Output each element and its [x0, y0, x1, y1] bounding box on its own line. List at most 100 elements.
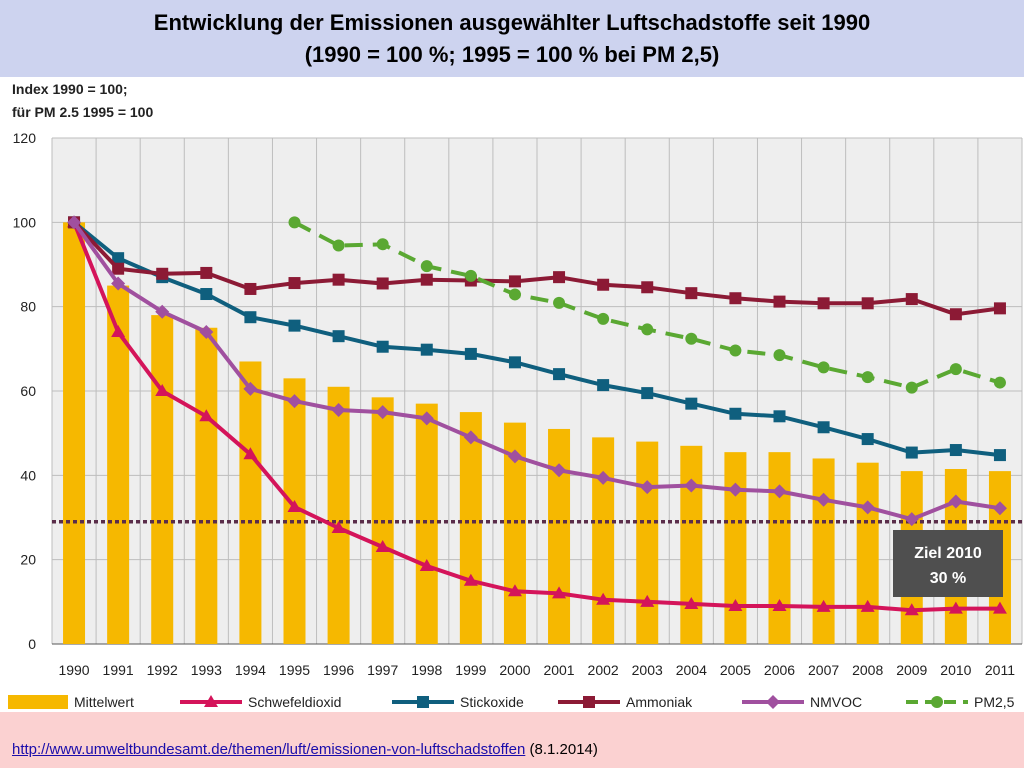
point-ammoniak — [244, 282, 257, 295]
point-ammoniak — [729, 292, 742, 305]
legend-marker-nmvoc — [766, 695, 780, 709]
bar-mittelwert — [415, 403, 438, 644]
legend-label-schwefeldioxid: Schwefeldioxid — [248, 694, 341, 710]
point-stickoxide — [244, 311, 257, 324]
legend-marker-ammoniak — [583, 696, 595, 708]
legend-label-ammoniak: Ammoniak — [626, 694, 693, 710]
bar-mittelwert — [195, 327, 218, 644]
point-stickoxide — [993, 449, 1006, 462]
point-schwefeldioxid — [992, 601, 1007, 614]
x-tick-label: 2011 — [985, 662, 1015, 678]
point-pm2-5 — [773, 349, 786, 362]
y-tick-label: 100 — [13, 214, 37, 230]
point-schwefeldioxid — [948, 601, 963, 614]
legend-label-mittelwert: Mittelwert — [74, 694, 134, 710]
y-tick-label: 40 — [20, 467, 36, 483]
emissions-chart: 0 20 40 60 80 100 120 1990 1991 1992 1993 1994 1995 1… — [8, 81, 1023, 710]
line-nmvoc — [72, 221, 1001, 522]
point-nmvoc — [904, 512, 919, 527]
y-tick-label: 60 — [20, 383, 36, 399]
chart-area: 0 20 40 60 80 100 120 1990 1991 1992 1993 1994 1995 1… — [0, 77, 1024, 712]
point-pm2-5 — [597, 312, 610, 325]
x-tick-label: 2001 — [543, 662, 574, 678]
x-tick-label: 1990 — [58, 662, 89, 678]
point-ammoniak — [773, 295, 786, 308]
bar-mittelwert — [151, 315, 174, 644]
point-ammoniak — [817, 297, 830, 310]
point-stickoxide — [553, 368, 566, 381]
point-ammoniak — [420, 273, 433, 286]
point-schwefeldioxid — [155, 384, 170, 396]
point-schwefeldioxid — [860, 599, 875, 612]
target-box — [893, 530, 1003, 597]
point-nmvoc — [155, 304, 170, 319]
point-nmvoc — [287, 394, 302, 409]
point-stickoxide — [773, 410, 786, 423]
series-pm2-5 — [288, 216, 1006, 394]
point-nmvoc — [992, 501, 1007, 516]
point-pm2-5 — [332, 239, 345, 252]
point-nmvoc — [199, 324, 214, 339]
point-pm2-5 — [420, 260, 433, 273]
index-note-line-1: Index 1990 = 100; — [12, 81, 128, 97]
point-pm2-5 — [508, 288, 521, 301]
source-reference: http://www.umweltbundesamt.de/themen/luf… — [12, 741, 598, 758]
slide-title-line-1: Entwicklung der Emissionen ausgewählter … — [153, 10, 871, 35]
point-schwefeldioxid — [199, 409, 214, 422]
x-tick-label: 1999 — [455, 662, 486, 678]
point-schwefeldioxid — [507, 584, 522, 597]
point-schwefeldioxid — [772, 599, 787, 612]
point-schwefeldioxid — [684, 596, 699, 609]
point-pm2-5 — [376, 238, 389, 251]
point-nmvoc — [463, 430, 478, 445]
bar-mittelwert — [592, 437, 615, 644]
point-pm2-5 — [553, 296, 566, 309]
point-stickoxide — [376, 340, 389, 353]
point-stickoxide — [905, 446, 918, 459]
point-schwefeldioxid — [816, 599, 831, 612]
x-tick-label: 2007 — [808, 662, 839, 678]
x-tick-label: 1993 — [191, 662, 222, 678]
legend-label-pm2-5: PM2,5 — [974, 694, 1015, 710]
x-tick-label: 2009 — [896, 662, 927, 678]
index-note-line-2: für PM 2.5 1995 = 100 — [12, 104, 153, 120]
line-ammoniak — [72, 220, 1001, 317]
point-nmvoc — [507, 449, 522, 464]
source-link[interactable]: http://www.umweltbundesamt.de/themen/luf… — [12, 741, 526, 758]
point-ammoniak — [200, 266, 213, 279]
bar-mittelwert — [107, 285, 130, 644]
point-stickoxide — [597, 379, 610, 392]
x-tick-label: 2004 — [676, 662, 707, 678]
point-ammoniak — [641, 281, 654, 294]
legend-item-mittelwert: Mittelwert — [8, 694, 134, 710]
bar-mittelwert — [636, 441, 659, 644]
point-pm2-5 — [905, 381, 918, 394]
point-ammoniak — [332, 273, 345, 286]
x-tick-label: 1992 — [147, 662, 178, 678]
point-schwefeldioxid — [463, 573, 478, 586]
y-tick-label: 0 — [28, 636, 36, 652]
point-stickoxide — [420, 343, 433, 356]
point-nmvoc — [67, 215, 82, 230]
x-tick-label: 1997 — [367, 662, 398, 678]
bar-mittelwert — [327, 386, 350, 644]
point-schwefeldioxid — [419, 558, 434, 571]
point-nmvoc — [948, 494, 963, 509]
point-nmvoc — [860, 500, 875, 515]
target-label-line-2: 30 % — [930, 570, 966, 587]
point-stickoxide — [861, 433, 874, 446]
legend-item-nmvoc: NMVOC — [742, 694, 862, 710]
point-nmvoc — [640, 480, 655, 495]
point-stickoxide — [729, 407, 742, 420]
title-band: Entwicklung der Emissionen ausgewählter … — [0, 0, 1024, 77]
bar-mittelwert — [63, 222, 86, 645]
point-ammoniak — [905, 293, 918, 306]
point-nmvoc — [552, 463, 567, 478]
point-pm2-5 — [861, 371, 874, 384]
point-ammoniak — [288, 277, 301, 290]
footer-band: http://www.umweltbundesamt.de/themen/luf… — [0, 712, 1024, 768]
x-tick-label: 1998 — [411, 662, 442, 678]
point-schwefeldioxid — [243, 447, 258, 460]
point-stickoxide — [641, 387, 654, 400]
point-schwefeldioxid — [331, 521, 346, 534]
